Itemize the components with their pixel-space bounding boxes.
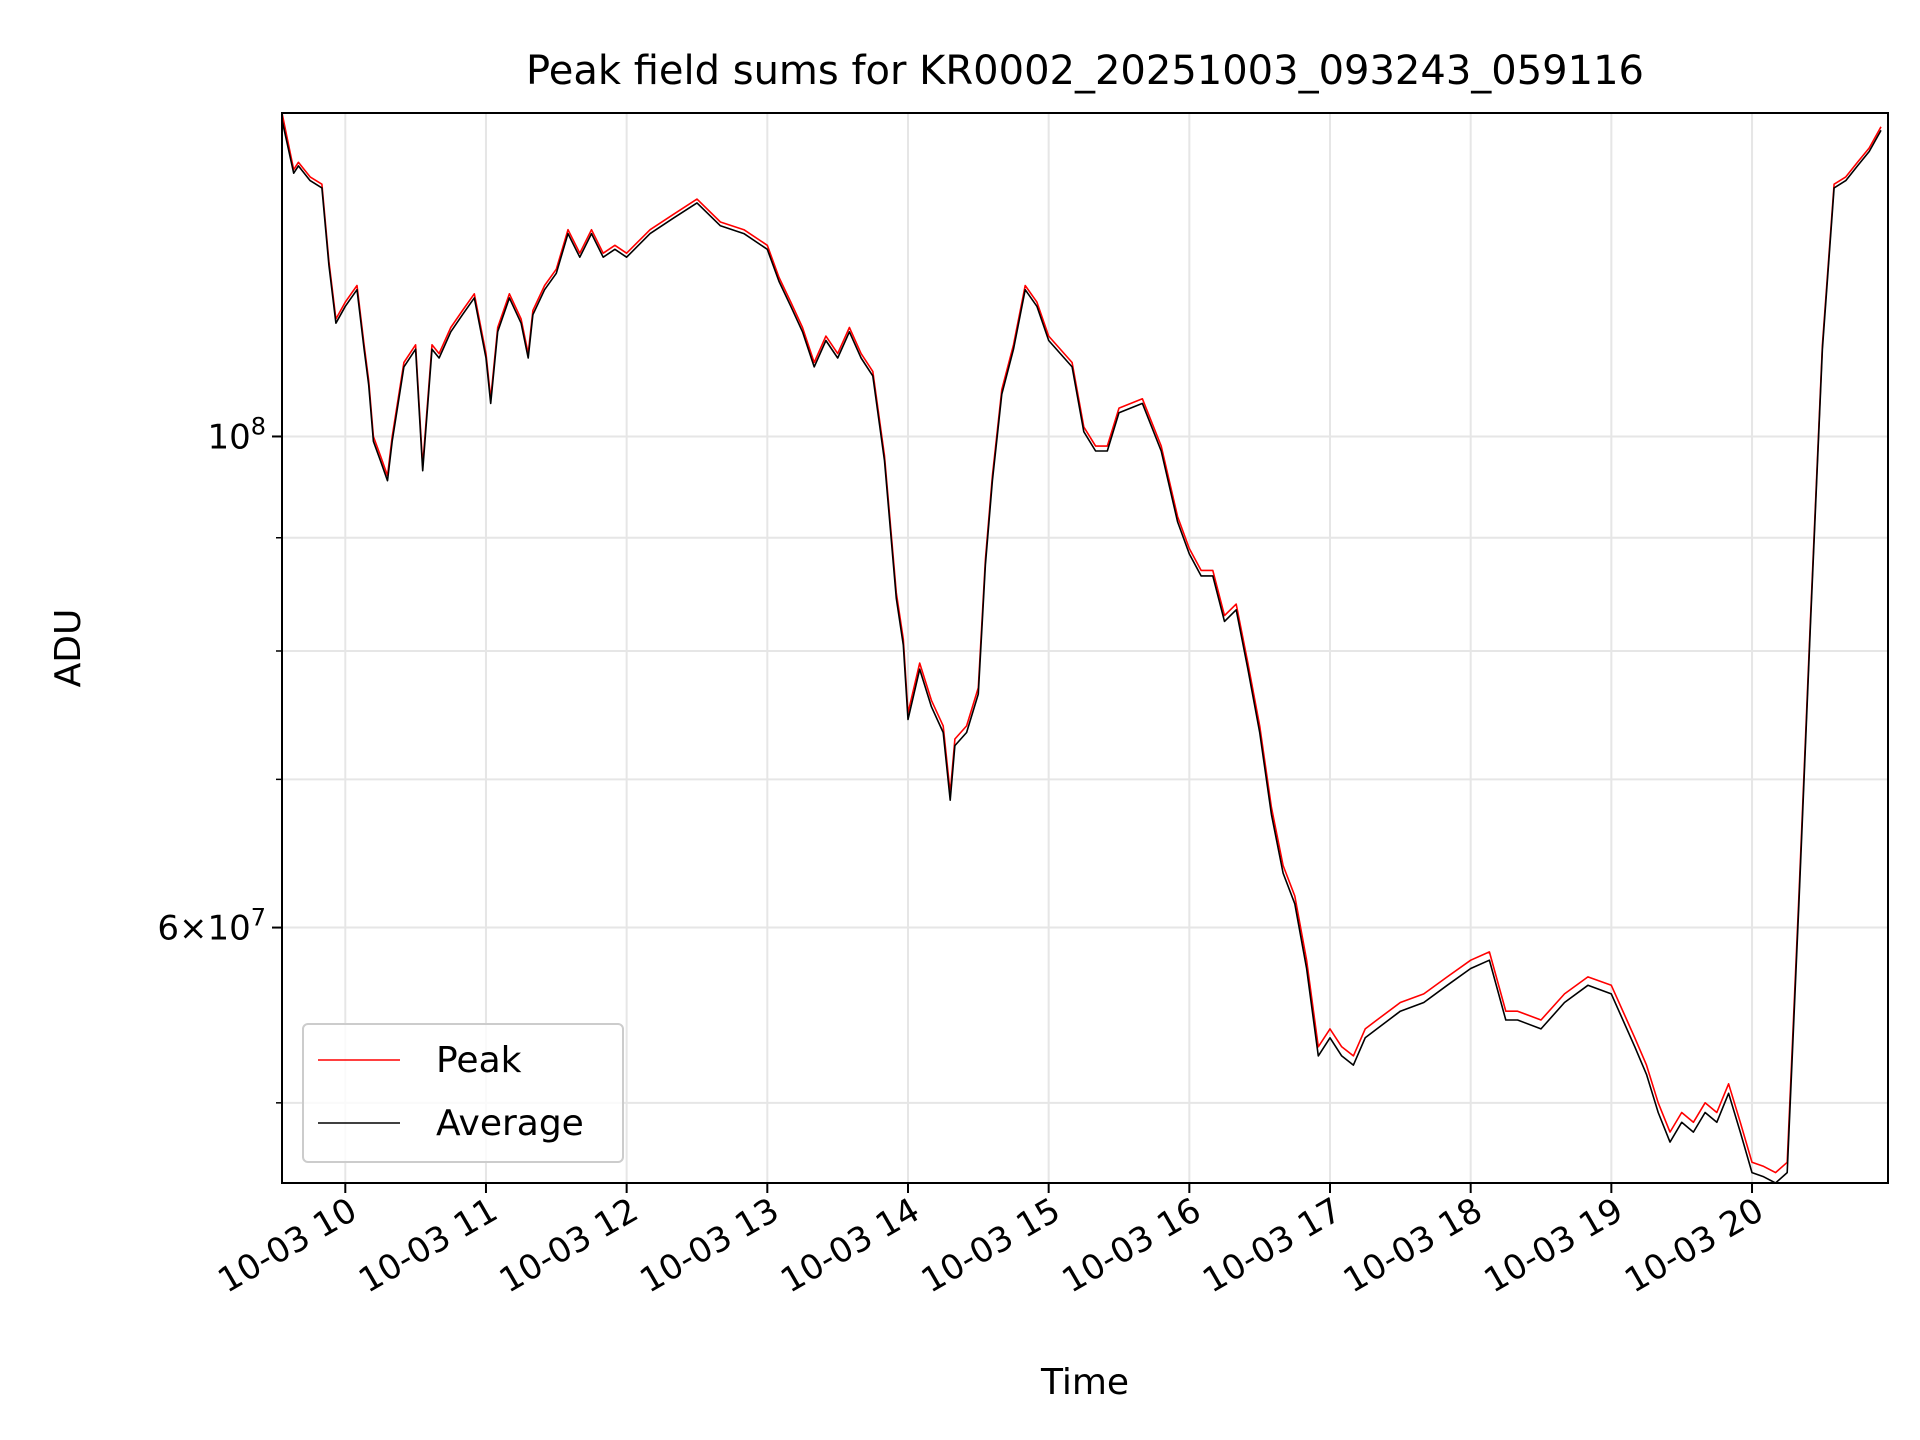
series-line-average <box>282 119 1882 1183</box>
y-tick-base: 10 <box>207 909 250 949</box>
chart-title: Peak field sums for KR0002_20251003_0932… <box>526 48 1644 94</box>
y-tick-exponent: 8 <box>251 412 266 440</box>
legend: Peak Average <box>302 1023 624 1163</box>
y-tick-exponent: 7 <box>251 904 266 932</box>
legend-label-peak: Peak <box>436 1040 522 1081</box>
y-tick-base: 10 <box>207 417 250 457</box>
y-tick-times: × <box>179 909 208 949</box>
plot-area <box>282 113 1882 1183</box>
x-axis-label: Time <box>1040 1362 1129 1403</box>
y-axis-label: ADU <box>48 609 89 688</box>
y-tick-mantissa: 6 <box>157 909 179 949</box>
plot-frame <box>281 112 1889 1184</box>
legend-box <box>302 1023 624 1163</box>
grid <box>282 113 1888 1183</box>
legend-label-average: Average <box>436 1103 584 1144</box>
y-tick-label: 108 <box>207 412 266 457</box>
y-tick-label: 6×107 <box>157 904 266 949</box>
